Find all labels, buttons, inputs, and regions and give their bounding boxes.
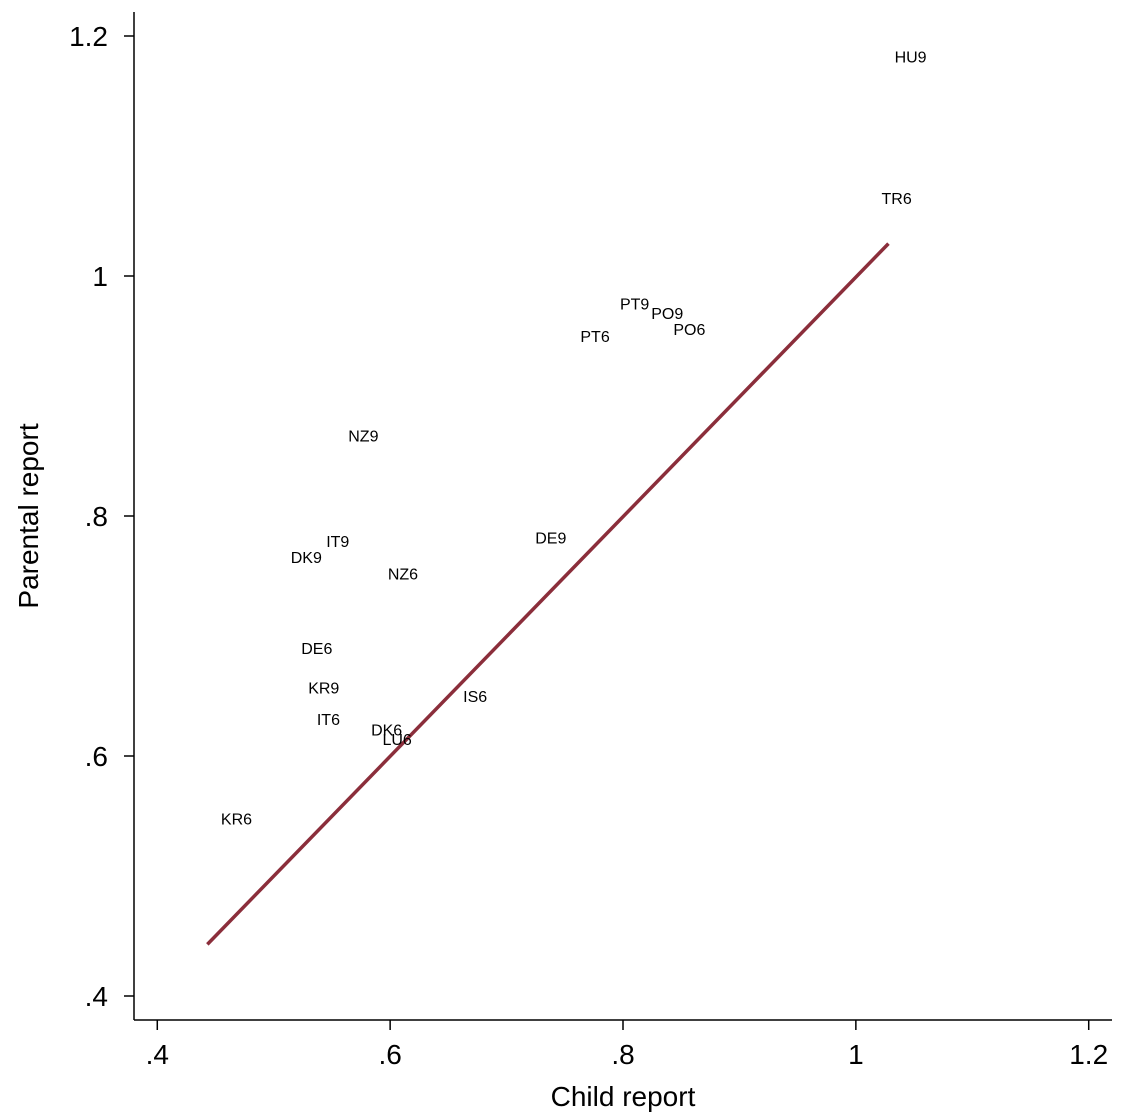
point-label-de9: DE9 (535, 531, 566, 548)
x-tick-label-3: 1 (848, 1039, 864, 1070)
point-label-pt9: PT9 (620, 297, 649, 314)
point-label-dk6: DK6 (371, 723, 402, 740)
y-axis-title: Parental report (13, 423, 44, 608)
y-tick-label-4: 1.2 (69, 21, 108, 52)
point-label-nz9: NZ9 (348, 429, 378, 446)
x-axis-title: Child report (551, 1081, 696, 1112)
point-label-kr6: KR6 (221, 811, 252, 828)
fit-line (206, 242, 890, 946)
fit-line-group (206, 242, 890, 946)
x-tick-label-4: 1.2 (1069, 1039, 1108, 1070)
y-tick-label-2: .8 (85, 501, 108, 532)
x-tick-label-1: .6 (378, 1039, 401, 1070)
ticks: .4 .6 .8 1 1.2 .4 .6 .8 1 1.2 (69, 21, 1108, 1070)
y-tick-label-0: .4 (85, 981, 108, 1012)
point-label-po9: PO9 (651, 306, 683, 323)
y-tick-label-3: 1 (92, 261, 108, 292)
point-label-it6: IT6 (317, 712, 340, 729)
point-label-it9: IT9 (326, 534, 349, 551)
point-label-po6: PO6 (673, 322, 705, 339)
point-label-is6: IS6 (463, 689, 487, 706)
point-label-de6: DE6 (301, 641, 332, 658)
x-tick-label-2: .8 (611, 1039, 634, 1070)
point-label-pt6: PT6 (580, 329, 609, 346)
point-label-dk9: DK9 (291, 550, 322, 567)
point-label-lu6: LU6 (382, 732, 411, 749)
point-label-kr9: KR9 (308, 681, 339, 698)
point-label-hu9: HU9 (895, 49, 927, 66)
y-tick-label-1: .6 (85, 741, 108, 772)
x-tick-label-0: .4 (146, 1039, 169, 1070)
point-label-tr6: TR6 (881, 191, 911, 208)
point-label-nz6: NZ6 (388, 567, 418, 584)
